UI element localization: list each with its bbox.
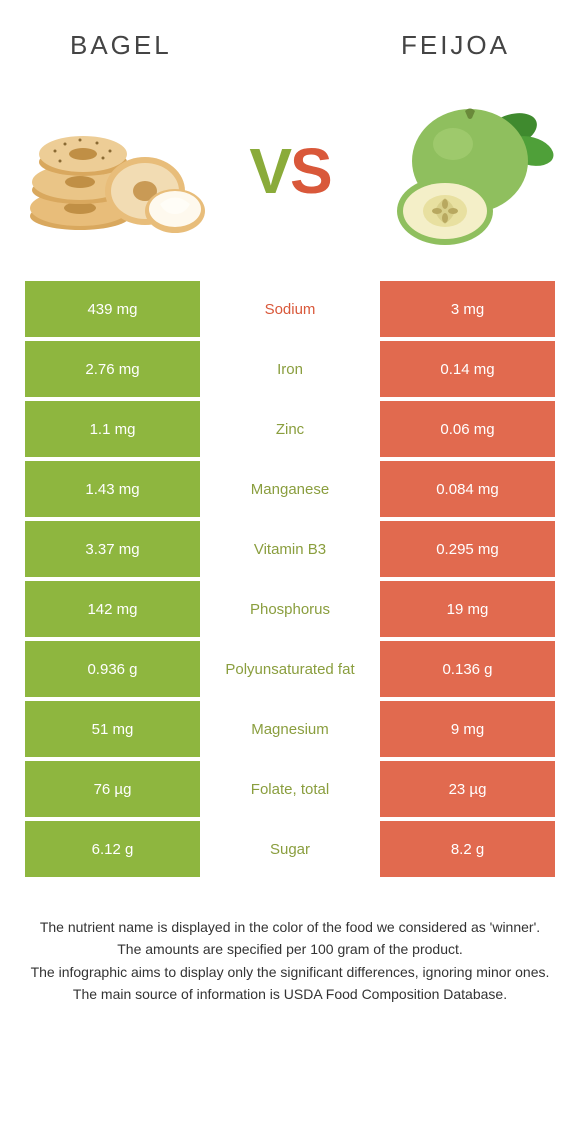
nutrient-row: 0.936 gPolyunsaturated fat0.136 g <box>25 641 555 697</box>
feijoa-value: 23 µg <box>380 761 555 817</box>
bagel-value: 76 µg <box>25 761 200 817</box>
bagel-value: 1.43 mg <box>25 461 200 517</box>
nutrient-label: Sugar <box>200 821 380 877</box>
nutrient-label: Polyunsaturated fat <box>200 641 380 697</box>
nutrient-row: 3.37 mgVitamin B30.295 mg <box>25 521 555 577</box>
header: BAGEL FEIJOA <box>0 0 580 71</box>
feijoa-value: 9 mg <box>380 701 555 757</box>
bagel-value: 3.37 mg <box>25 521 200 577</box>
feijoa-value: 8.2 g <box>380 821 555 877</box>
vs-s: S <box>290 135 331 207</box>
bagel-value: 2.76 mg <box>25 341 200 397</box>
nutrient-label: Magnesium <box>200 701 380 757</box>
bagel-value: 51 mg <box>25 701 200 757</box>
feijoa-value: 0.084 mg <box>380 461 555 517</box>
nutrient-label: Phosphorus <box>200 581 380 637</box>
bagel-value: 439 mg <box>25 281 200 337</box>
vs-v: V <box>249 135 290 207</box>
nutrient-label: Vitamin B3 <box>200 521 380 577</box>
vs-label: VS <box>249 134 330 208</box>
title-feijoa: FEIJOA <box>401 30 510 61</box>
title-bagel: BAGEL <box>70 30 172 61</box>
bagel-value: 0.936 g <box>25 641 200 697</box>
footer-line: The amounts are specified per 100 gram o… <box>25 939 555 959</box>
footer-line: The nutrient name is displayed in the co… <box>25 917 555 937</box>
feijoa-value: 0.295 mg <box>380 521 555 577</box>
nutrient-label: Iron <box>200 341 380 397</box>
nutrient-row: 6.12 gSugar8.2 g <box>25 821 555 877</box>
nutrient-row: 76 µgFolate, total23 µg <box>25 761 555 817</box>
nutrient-table: 439 mgSodium3 mg2.76 mgIron0.14 mg1.1 mg… <box>25 281 555 877</box>
feijoa-value: 0.136 g <box>380 641 555 697</box>
nutrient-label: Manganese <box>200 461 380 517</box>
nutrient-row: 142 mgPhosphorus19 mg <box>25 581 555 637</box>
bagel-value: 142 mg <box>25 581 200 637</box>
nutrient-row: 439 mgSodium3 mg <box>25 281 555 337</box>
feijoa-value: 19 mg <box>380 581 555 637</box>
footer-line: The main source of information is USDA F… <box>25 984 555 1004</box>
footer-line: The infographic aims to display only the… <box>25 962 555 982</box>
nutrient-row: 1.43 mgManganese0.084 mg <box>25 461 555 517</box>
footer-notes: The nutrient name is displayed in the co… <box>25 917 555 1004</box>
feijoa-image <box>375 96 555 246</box>
feijoa-value: 3 mg <box>380 281 555 337</box>
nutrient-label: Folate, total <box>200 761 380 817</box>
bagel-value: 6.12 g <box>25 821 200 877</box>
hero-row: VS <box>0 71 580 281</box>
bagel-image <box>25 96 205 246</box>
nutrient-label: Sodium <box>200 281 380 337</box>
nutrient-row: 1.1 mgZinc0.06 mg <box>25 401 555 457</box>
feijoa-value: 0.14 mg <box>380 341 555 397</box>
feijoa-value: 0.06 mg <box>380 401 555 457</box>
bagel-value: 1.1 mg <box>25 401 200 457</box>
nutrient-label: Zinc <box>200 401 380 457</box>
nutrient-row: 2.76 mgIron0.14 mg <box>25 341 555 397</box>
nutrient-row: 51 mgMagnesium9 mg <box>25 701 555 757</box>
